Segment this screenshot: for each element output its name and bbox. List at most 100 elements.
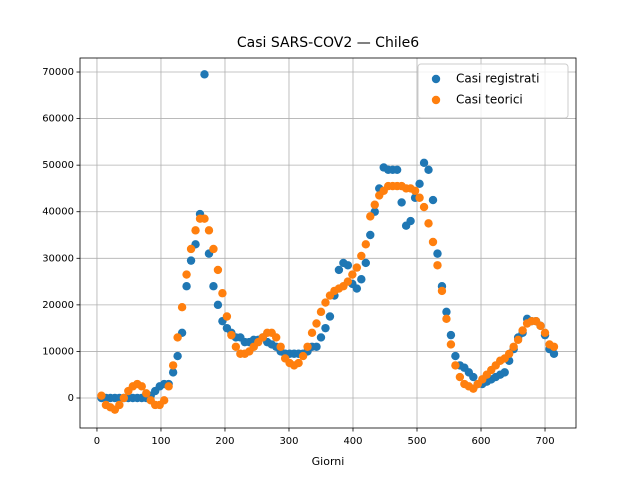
legend-marker bbox=[431, 95, 441, 105]
y-tick-label: 0 bbox=[68, 393, 74, 404]
point bbox=[549, 349, 559, 358]
point bbox=[222, 312, 232, 321]
point bbox=[159, 396, 169, 405]
legend-label: Casi registrati bbox=[456, 72, 539, 86]
legend-marker bbox=[431, 74, 441, 84]
x-tick-label: 500 bbox=[407, 436, 426, 447]
y-tick-label: 30000 bbox=[42, 253, 74, 264]
point bbox=[164, 382, 173, 391]
y-tick-label: 70000 bbox=[42, 67, 74, 78]
point bbox=[504, 349, 514, 358]
point bbox=[182, 282, 191, 291]
point bbox=[209, 282, 218, 291]
point bbox=[200, 214, 209, 223]
point bbox=[392, 165, 402, 175]
y-tick-label: 10000 bbox=[42, 346, 74, 357]
point bbox=[200, 70, 209, 79]
point bbox=[442, 314, 451, 324]
point bbox=[406, 216, 415, 226]
point bbox=[312, 342, 321, 351]
y-tick-label: 40000 bbox=[42, 207, 74, 218]
point bbox=[227, 330, 236, 340]
point bbox=[469, 372, 478, 382]
axes-frame bbox=[79, 57, 577, 429]
x-tick-label: 0 bbox=[94, 436, 100, 447]
point bbox=[446, 330, 456, 340]
point bbox=[518, 326, 527, 335]
point bbox=[182, 270, 191, 279]
point bbox=[549, 342, 559, 351]
chart-title: Casi SARS-COV2 — Chile6 bbox=[237, 35, 419, 51]
point bbox=[334, 265, 344, 275]
point bbox=[366, 230, 375, 240]
point bbox=[325, 312, 335, 321]
point bbox=[168, 361, 178, 370]
point bbox=[424, 219, 433, 228]
point bbox=[361, 240, 370, 249]
point bbox=[415, 179, 424, 188]
x-tick-label: 600 bbox=[471, 436, 490, 447]
point bbox=[410, 186, 420, 195]
point bbox=[446, 340, 456, 349]
point bbox=[451, 351, 460, 361]
point bbox=[209, 244, 218, 254]
point bbox=[303, 342, 312, 351]
point bbox=[455, 372, 465, 382]
point bbox=[173, 351, 182, 361]
point bbox=[352, 263, 362, 272]
x-tick-label: 100 bbox=[151, 436, 170, 447]
point bbox=[276, 342, 285, 351]
point bbox=[415, 193, 424, 202]
point bbox=[366, 212, 375, 221]
point bbox=[316, 307, 326, 317]
x-tick-label: 700 bbox=[535, 436, 554, 447]
point bbox=[231, 342, 241, 351]
point bbox=[115, 400, 124, 410]
point bbox=[343, 261, 353, 270]
point bbox=[218, 289, 227, 298]
point bbox=[437, 286, 447, 296]
point bbox=[348, 270, 357, 279]
x-tick-label: 200 bbox=[215, 436, 234, 447]
point bbox=[321, 323, 330, 333]
point bbox=[442, 307, 451, 317]
point bbox=[419, 202, 429, 212]
y-tick-label: 60000 bbox=[42, 114, 74, 125]
point bbox=[173, 333, 182, 342]
point bbox=[186, 244, 196, 254]
point bbox=[428, 237, 438, 247]
point bbox=[312, 319, 321, 328]
point bbox=[97, 391, 106, 400]
point bbox=[357, 275, 366, 284]
point bbox=[168, 368, 178, 377]
x-tick-label: 300 bbox=[279, 436, 298, 447]
point bbox=[500, 368, 509, 377]
point bbox=[509, 342, 518, 351]
point bbox=[294, 358, 303, 368]
point bbox=[316, 333, 326, 342]
point bbox=[137, 382, 146, 391]
point bbox=[307, 328, 317, 338]
legend-label: Casi teorici bbox=[456, 93, 523, 107]
point bbox=[321, 298, 330, 307]
y-tick-label: 20000 bbox=[42, 300, 74, 311]
legend-box bbox=[417, 63, 569, 119]
point bbox=[428, 195, 438, 205]
point bbox=[361, 258, 370, 268]
point bbox=[213, 265, 223, 275]
point bbox=[177, 302, 187, 312]
point bbox=[397, 198, 406, 207]
x-tick-label: 400 bbox=[343, 436, 362, 447]
point bbox=[419, 158, 429, 168]
point bbox=[451, 361, 460, 370]
y-tick-label: 50000 bbox=[42, 160, 74, 171]
point bbox=[424, 165, 433, 175]
point bbox=[186, 256, 196, 265]
point bbox=[119, 393, 129, 403]
point bbox=[271, 333, 281, 342]
point bbox=[204, 226, 214, 235]
point bbox=[298, 351, 308, 361]
point bbox=[352, 284, 362, 293]
point bbox=[513, 335, 523, 344]
